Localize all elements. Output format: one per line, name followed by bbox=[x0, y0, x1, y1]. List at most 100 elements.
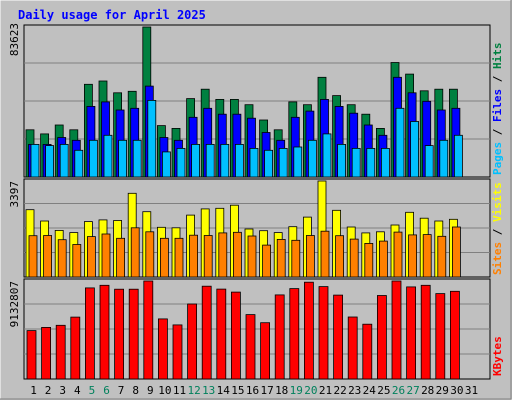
day-label: 8 bbox=[132, 384, 139, 397]
bar-sites-day-15 bbox=[232, 231, 242, 278]
legend-visits: Visits bbox=[491, 182, 504, 222]
bar-sites-day-23 bbox=[349, 238, 359, 278]
day-label: 7 bbox=[118, 384, 125, 397]
bar-sites-day-14 bbox=[218, 232, 228, 278]
day-label: 5 bbox=[89, 384, 96, 397]
bar-sites-day-29 bbox=[437, 235, 447, 278]
bar-pages-day-25 bbox=[380, 147, 390, 178]
bar-pages-day-30 bbox=[453, 134, 463, 178]
legend-files: Files bbox=[491, 89, 504, 122]
bar-pages-day-26 bbox=[395, 107, 405, 178]
legend-kbytes: KBytes bbox=[491, 336, 504, 376]
bar-pages-day-5 bbox=[89, 139, 98, 178]
day-label: 25 bbox=[377, 384, 390, 397]
bar-kbytes-day-16 bbox=[245, 314, 256, 380]
panel3-y-tick: 9132807 bbox=[8, 281, 21, 327]
bar-pages-day-19 bbox=[293, 146, 303, 178]
bar-kbytes-day-12 bbox=[187, 303, 198, 380]
legend-sep-2: / bbox=[491, 69, 504, 89]
day-label: 26 bbox=[392, 384, 405, 397]
day-label: 12 bbox=[187, 384, 200, 397]
bar-kbytes-day-13 bbox=[201, 285, 212, 380]
bar-sites-day-27 bbox=[408, 234, 418, 278]
chart-title: Daily usage for April 2025 bbox=[18, 8, 206, 22]
bar-sites-day-9 bbox=[145, 231, 155, 278]
day-label: 31 bbox=[465, 384, 478, 397]
day-label: 6 bbox=[103, 384, 110, 397]
bar-sites-day-20 bbox=[305, 235, 315, 278]
day-label: 1 bbox=[30, 384, 37, 397]
day-label: 16 bbox=[246, 384, 259, 397]
day-label: 24 bbox=[363, 384, 377, 397]
bar-sites-day-22 bbox=[335, 235, 345, 278]
bar-kbytes-day-28 bbox=[420, 284, 431, 380]
bar-kbytes-day-10 bbox=[157, 318, 168, 380]
bar-kbytes-day-22 bbox=[333, 294, 344, 380]
legend-pages: Pages bbox=[491, 142, 504, 175]
bar-pages-day-14 bbox=[220, 143, 230, 178]
day-label: 30 bbox=[450, 384, 463, 397]
panel3-legend: KBytes bbox=[491, 336, 504, 376]
bar-kbytes-day-7 bbox=[114, 288, 124, 380]
day-label: 15 bbox=[231, 384, 244, 397]
day-label: 9 bbox=[147, 384, 154, 397]
day-axis: 1 2 3 4 5 6 7 8 9 10 11 12 13 14 15 16 17 18 19 20 21 22 23 24 2… bbox=[30, 384, 478, 397]
panel-3 bbox=[23, 278, 491, 380]
bar-sites-day-8 bbox=[130, 227, 140, 278]
bar-kbytes-day-3 bbox=[55, 324, 66, 380]
bar-sites-day-11 bbox=[174, 237, 184, 278]
bar-pages-day-20 bbox=[307, 139, 317, 178]
bar-kbytes-day-14 bbox=[216, 288, 227, 380]
bar-pages-day-2 bbox=[45, 145, 54, 178]
bar-pages-day-4 bbox=[74, 149, 84, 178]
bar-sites-day-17 bbox=[262, 244, 272, 278]
bar-kbytes-day-20 bbox=[303, 281, 314, 380]
day-label: 11 bbox=[173, 384, 186, 397]
bar-pages-day-12 bbox=[191, 143, 201, 178]
chart-panels bbox=[23, 24, 491, 380]
bar-kbytes-day-11 bbox=[172, 324, 183, 380]
day-label: 20 bbox=[304, 384, 317, 397]
bar-kbytes-day-5 bbox=[85, 287, 95, 380]
panel-1 bbox=[23, 24, 491, 178]
bar-pages-day-21 bbox=[322, 133, 332, 178]
bar-kbytes-day-15 bbox=[230, 291, 241, 380]
day-label: 27 bbox=[406, 384, 419, 397]
bar-sites-day-19 bbox=[291, 239, 301, 278]
bar-kbytes-day-23 bbox=[347, 316, 358, 380]
panel1-legend: Pages / Files / Hits bbox=[491, 43, 504, 176]
bar-pages-day-17 bbox=[264, 149, 274, 178]
bar-sites-day-10 bbox=[159, 237, 169, 278]
bar-sites-day-5 bbox=[87, 236, 96, 278]
day-label: 2 bbox=[45, 384, 52, 397]
bar-sites-day-30 bbox=[451, 226, 461, 278]
bar-pages-day-22 bbox=[337, 143, 347, 178]
panel1-y-tick: 83623 bbox=[8, 23, 21, 56]
bar-kbytes-day-2 bbox=[41, 326, 51, 380]
bar-sites-day-18 bbox=[276, 238, 286, 278]
bar-pages-day-24 bbox=[366, 147, 376, 178]
day-label: 14 bbox=[217, 384, 231, 397]
bar-pages-day-3 bbox=[59, 143, 69, 178]
bar-sites-day-16 bbox=[247, 235, 257, 278]
bar-sites-day-2 bbox=[43, 235, 52, 278]
bar-kbytes-day-18 bbox=[274, 294, 285, 380]
bar-sites-day-25 bbox=[378, 240, 388, 278]
bar-pages-day-28 bbox=[424, 145, 434, 178]
day-label: 3 bbox=[59, 384, 66, 397]
bar-sites-day-1 bbox=[28, 235, 38, 278]
bar-pages-day-23 bbox=[351, 147, 361, 178]
bar-sites-day-6 bbox=[101, 233, 111, 278]
bar-sites-day-12 bbox=[189, 234, 199, 278]
bar-kbytes-day-29 bbox=[435, 293, 446, 380]
bar-pages-day-29 bbox=[439, 139, 449, 178]
bar-pages-day-8 bbox=[132, 139, 142, 178]
bar-sites-day-26 bbox=[393, 231, 403, 278]
bar-kbytes-day-21 bbox=[318, 286, 329, 380]
bar-kbytes-day-27 bbox=[406, 286, 417, 380]
bar-sites-day-13 bbox=[203, 235, 213, 278]
day-label: 4 bbox=[74, 384, 81, 397]
day-label: 23 bbox=[348, 384, 361, 397]
bar-pages-day-11 bbox=[176, 147, 186, 178]
